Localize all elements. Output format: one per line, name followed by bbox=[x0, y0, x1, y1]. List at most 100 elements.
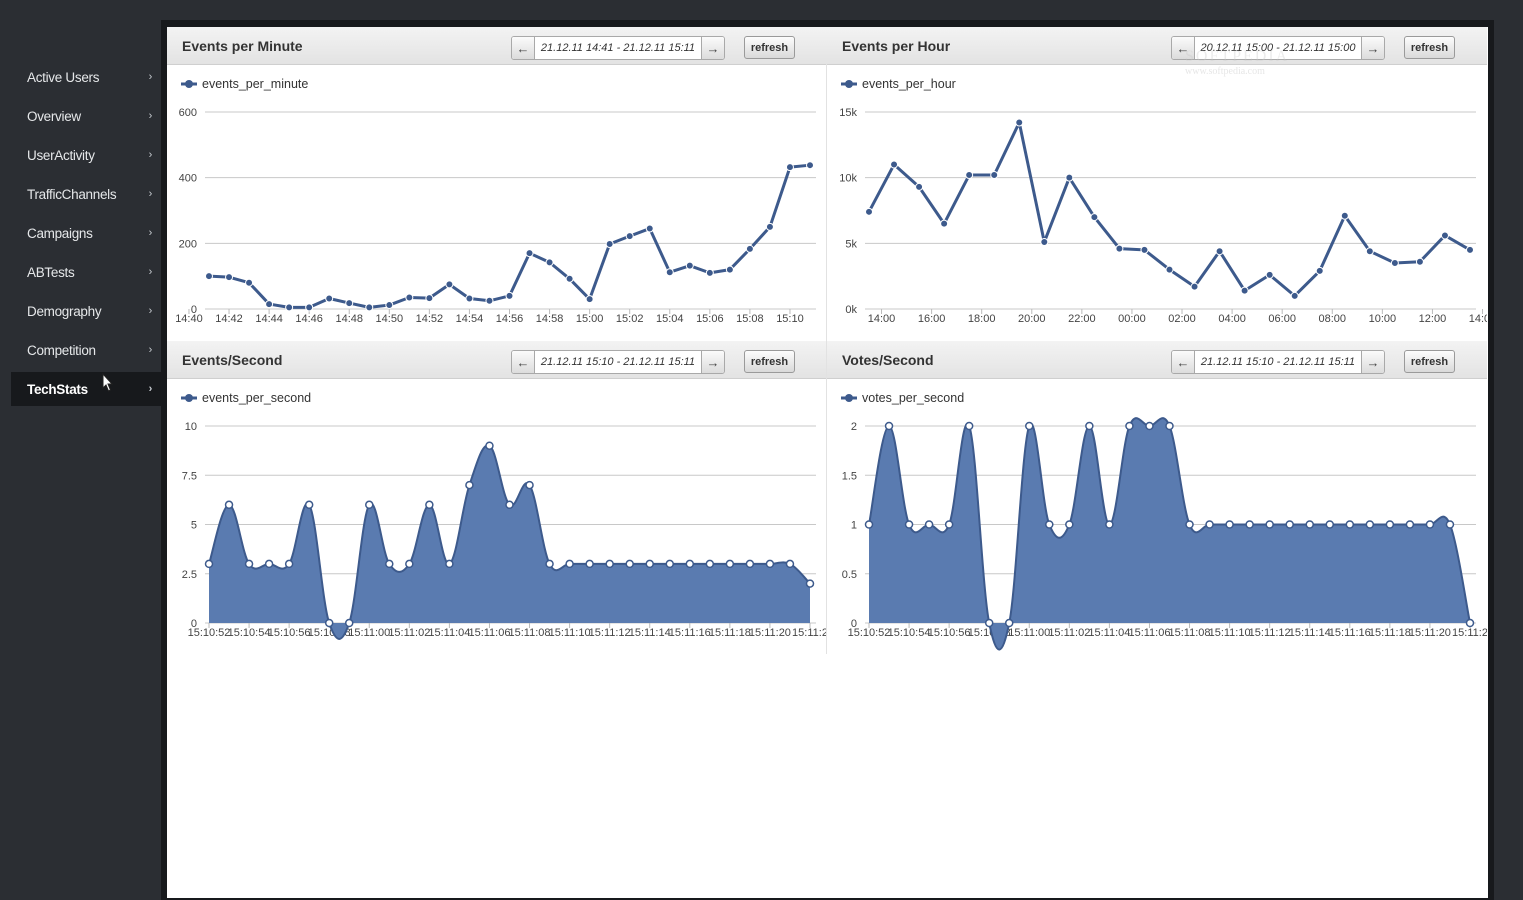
data-point bbox=[405, 559, 414, 569]
panel-events-per-minute: Events per Minute ← 21.12.11 14:41 - 21.… bbox=[167, 27, 827, 341]
x-tick-label: 15:10:56 bbox=[928, 627, 971, 639]
x-tick-label: 06:00 bbox=[1268, 313, 1296, 325]
next-range-button[interactable]: → bbox=[701, 351, 724, 373]
prev-range-button[interactable]: ← bbox=[512, 351, 535, 373]
x-tick-label: 15:10:56 bbox=[268, 627, 311, 639]
sidebar-item-campaigns[interactable]: Campaigns › bbox=[11, 216, 161, 250]
data-point bbox=[1440, 231, 1449, 240]
prev-range-button[interactable]: ← bbox=[1172, 37, 1195, 59]
data-point bbox=[605, 239, 614, 248]
data-point bbox=[1165, 421, 1174, 431]
watermark: SOFTPEDIA bbox=[1185, 48, 1290, 65]
data-point bbox=[1115, 244, 1124, 253]
x-tick-label: 12:00 bbox=[1419, 313, 1447, 325]
data-point bbox=[565, 559, 574, 569]
x-tick-label: 18:00 bbox=[968, 313, 996, 325]
data-point bbox=[1025, 421, 1034, 431]
panel-divider bbox=[826, 64, 827, 654]
date-range-text[interactable]: 21.12.11 15:10 - 21.12.11 15:11 bbox=[535, 351, 701, 373]
data-point bbox=[465, 480, 474, 490]
x-tick-label: 15:11:12 bbox=[589, 627, 631, 639]
refresh-button[interactable]: refresh bbox=[1404, 36, 1455, 59]
data-point bbox=[1290, 291, 1299, 300]
sidebar-item-trafficchannels[interactable]: TrafficChannels › bbox=[11, 177, 161, 211]
sidebar-item-competition[interactable]: Competition › bbox=[11, 333, 161, 367]
data-point bbox=[944, 520, 954, 529]
refresh-button[interactable]: refresh bbox=[744, 36, 795, 59]
data-point bbox=[725, 559, 735, 569]
data-point bbox=[1185, 520, 1194, 529]
data-point bbox=[890, 160, 899, 169]
data-point bbox=[1425, 520, 1435, 529]
data-point bbox=[625, 232, 634, 241]
data-point bbox=[1140, 245, 1149, 254]
y-tick-label: 5k bbox=[845, 238, 857, 250]
data-point bbox=[1465, 618, 1475, 628]
x-tick-label: 15:11:14 bbox=[629, 627, 671, 639]
data-point bbox=[990, 171, 999, 180]
x-tick-label: 15:11:16 bbox=[1329, 627, 1371, 639]
x-tick-label: 14:58 bbox=[536, 313, 564, 325]
sidebar-item-techstats[interactable]: TechStats › bbox=[11, 372, 161, 406]
data-point bbox=[285, 303, 294, 312]
data-point bbox=[765, 559, 775, 569]
data-point bbox=[1325, 520, 1335, 529]
data-point bbox=[345, 299, 354, 308]
area-fill bbox=[869, 418, 1470, 650]
x-tick-label: 22:00 bbox=[1068, 313, 1096, 325]
next-range-button[interactable]: → bbox=[1361, 37, 1384, 59]
y-tick-label: 0 bbox=[851, 618, 857, 630]
data-point bbox=[465, 294, 474, 303]
next-range-button[interactable]: → bbox=[1361, 351, 1384, 373]
sidebar-item-label: ABTests bbox=[27, 264, 75, 280]
date-range-text[interactable]: 21.12.11 15:10 - 21.12.11 15:11 bbox=[1195, 351, 1361, 373]
data-point bbox=[984, 618, 994, 628]
data-point bbox=[305, 303, 314, 312]
chart-area: 0 2.5 5 7.5 10 15:10:52 15:10:54 15:10:56 15:10:… bbox=[167, 379, 827, 655]
area-fill bbox=[209, 445, 810, 639]
panel-votes-per-second: Votes/Second ← 21.12.11 15:10 - 21.12.11… bbox=[827, 341, 1487, 655]
line-chart: 0k 5k 10k 15k 14:00 16:00 18:00 20:00 22:00 00:00… bbox=[839, 107, 1487, 325]
x-tick-label: 14:48 bbox=[335, 313, 363, 325]
date-range-text[interactable]: 20.12.11 15:00 - 21.12.11 15:00 bbox=[1195, 37, 1361, 59]
data-point bbox=[525, 249, 534, 258]
x-tick-label: 15:11:2 bbox=[792, 627, 827, 639]
refresh-button[interactable]: refresh bbox=[1404, 350, 1455, 373]
y-tick-label: 7.5 bbox=[182, 470, 197, 482]
data-point bbox=[525, 480, 534, 490]
data-point bbox=[1315, 266, 1324, 275]
sidebar-item-overview[interactable]: Overview › bbox=[11, 99, 161, 133]
sidebar-item-label: TrafficChannels bbox=[27, 186, 117, 202]
data-point bbox=[224, 500, 234, 510]
y-tick-label: 1 bbox=[851, 520, 857, 532]
chart-legend[interactable]: events_per_second bbox=[181, 391, 311, 405]
chart-legend[interactable]: events_per_hour bbox=[841, 77, 956, 91]
sidebar-item-demography[interactable]: Demography › bbox=[11, 294, 161, 328]
chart-legend[interactable]: events_per_minute bbox=[181, 77, 308, 91]
x-tick-label: 15:11:02 bbox=[1048, 627, 1090, 639]
sidebar-item-useractivity[interactable]: UserActivity › bbox=[11, 138, 161, 172]
x-tick-label: 10:00 bbox=[1369, 313, 1397, 325]
sidebar-item-active-users[interactable]: Active Users › bbox=[11, 60, 161, 94]
panel-title: Events/Second bbox=[182, 352, 283, 368]
y-tick-label: 0.5 bbox=[842, 569, 857, 581]
x-tick-label: 04:00 bbox=[1218, 313, 1246, 325]
date-range-text[interactable]: 21.12.11 14:41 - 21.12.11 15:11 bbox=[535, 37, 701, 59]
data-point bbox=[665, 268, 674, 277]
data-point bbox=[1040, 238, 1049, 247]
next-range-button[interactable]: → bbox=[701, 37, 724, 59]
panel-events-per-second: Events/Second ← 21.12.11 15:10 - 21.12.1… bbox=[167, 341, 827, 655]
chart-legend[interactable]: votes_per_second bbox=[841, 391, 964, 405]
prev-range-button[interactable]: ← bbox=[512, 37, 535, 59]
data-point bbox=[1145, 421, 1154, 431]
data-point bbox=[244, 559, 254, 569]
x-tick-label: 15:11:18 bbox=[709, 627, 751, 639]
data-point bbox=[1365, 247, 1374, 256]
sidebar-item-abtests[interactable]: ABTests › bbox=[11, 255, 161, 289]
refresh-button[interactable]: refresh bbox=[744, 350, 795, 373]
x-tick-label: 15:11:16 bbox=[669, 627, 711, 639]
prev-range-button[interactable]: ← bbox=[1172, 351, 1195, 373]
legend-marker-icon bbox=[841, 394, 857, 402]
x-tick-label: 20:00 bbox=[1018, 313, 1046, 325]
data-point bbox=[1466, 245, 1474, 254]
